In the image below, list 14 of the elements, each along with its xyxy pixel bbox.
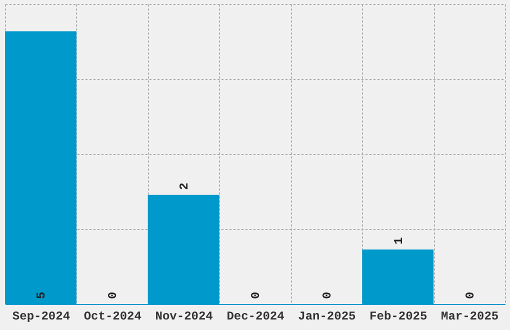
x-tick-label: Sep-2024 — [12, 310, 70, 324]
x-tick-label: Nov-2024 — [155, 310, 213, 324]
data-label: 0 — [106, 292, 120, 299]
x-tick-label: Feb-2025 — [370, 310, 428, 324]
data-label: 0 — [463, 292, 478, 299]
data-label: 0 — [249, 292, 263, 299]
x-tick-label: Dec-2024 — [226, 310, 284, 324]
data-label: 0 — [320, 292, 334, 299]
data-label: 5 — [34, 292, 49, 299]
x-tick-label: Oct-2024 — [84, 310, 142, 324]
data-label: 1 — [392, 237, 406, 244]
x-tick-label: Jan-2025 — [298, 310, 356, 324]
x-tick-label: Mar-2025 — [440, 310, 499, 324]
data-label: 2 — [178, 182, 192, 190]
